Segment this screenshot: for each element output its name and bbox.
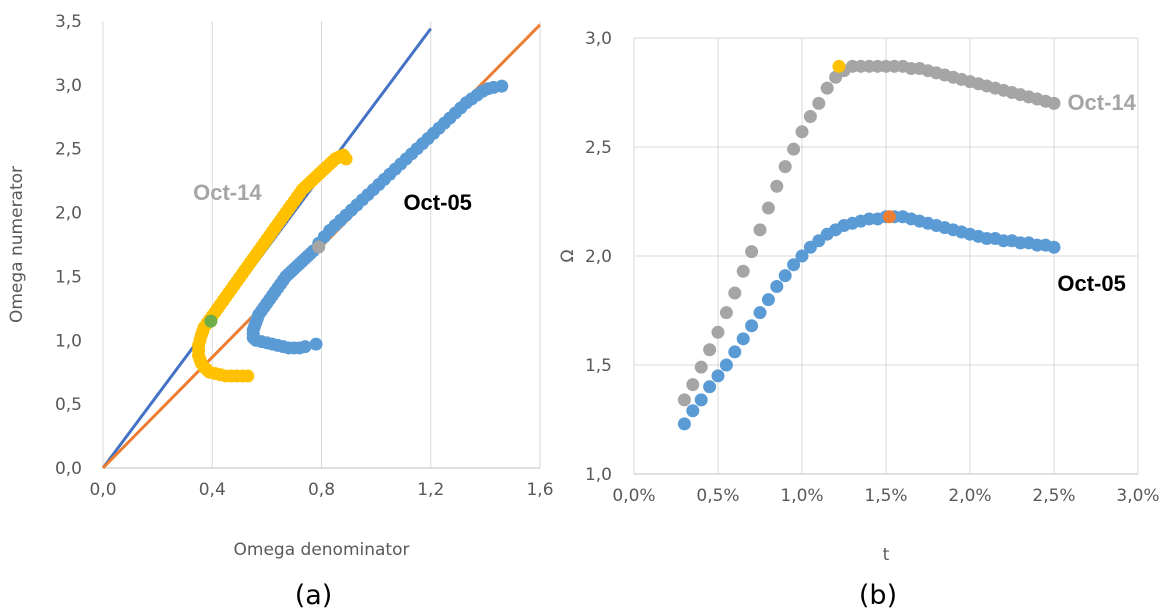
y-tick-label: 2,5 xyxy=(55,140,82,160)
y-tick-label: 2,5 xyxy=(585,138,612,158)
data-point xyxy=(820,81,834,95)
data-point xyxy=(686,378,700,392)
data-point xyxy=(753,223,767,237)
data-point xyxy=(795,249,809,263)
x-tick-label: 1,2 xyxy=(417,480,444,500)
x-tick-label: 0,4 xyxy=(199,480,226,500)
data-point xyxy=(753,306,767,320)
panel-label: (a) xyxy=(295,580,333,611)
x-tick-label: 1,5% xyxy=(864,486,907,506)
series-annotation: Oct-14 xyxy=(1067,90,1136,115)
y-tick-label: 1,0 xyxy=(585,465,612,485)
x-axis-title: t xyxy=(883,545,890,565)
series-annotation: Oct-14 xyxy=(193,180,262,205)
data-point xyxy=(694,393,708,407)
data-point xyxy=(711,325,725,339)
data-point xyxy=(736,332,750,346)
data-point xyxy=(711,369,725,383)
x-tick-label: 1,6 xyxy=(526,480,553,500)
y-tick-label: 0,5 xyxy=(55,395,82,415)
highlight-point xyxy=(882,210,896,224)
y-tick-label: 3,0 xyxy=(585,29,612,49)
data-point xyxy=(677,393,691,407)
highlight-point xyxy=(312,240,326,254)
data-point xyxy=(339,152,353,166)
y-tick-label: 0,0 xyxy=(55,459,82,479)
data-point xyxy=(778,269,792,283)
data-point xyxy=(728,345,742,359)
data-point xyxy=(778,160,792,174)
y-tick-label: 3,0 xyxy=(55,76,82,96)
data-point xyxy=(761,201,775,215)
highlight-point xyxy=(832,59,846,73)
x-tick-label: 3,0% xyxy=(1116,486,1159,506)
data-point xyxy=(703,343,717,357)
x-axis-title: Omega denominator xyxy=(234,540,410,560)
x-tick-label: 2,5% xyxy=(1032,486,1075,506)
x-tick-label: 0,0 xyxy=(89,480,116,500)
data-point xyxy=(787,258,801,272)
y-axis-title: Ω xyxy=(558,250,578,263)
x-tick-label: 0,0% xyxy=(612,486,655,506)
data-point xyxy=(1047,240,1061,254)
data-point xyxy=(761,293,775,307)
x-tick-label: 1,0% xyxy=(780,486,823,506)
data-point xyxy=(309,337,323,351)
y-tick-label: 2,0 xyxy=(55,204,82,224)
x-tick-label: 2,0% xyxy=(948,486,991,506)
y-tick-label: 1,5 xyxy=(585,356,612,376)
data-point xyxy=(686,404,700,418)
data-point xyxy=(719,306,733,320)
data-point xyxy=(703,380,717,394)
data-point xyxy=(787,142,801,156)
data-point xyxy=(795,125,809,139)
data-point xyxy=(803,109,817,123)
series-annotation: Oct-05 xyxy=(1057,271,1125,296)
data-point xyxy=(719,358,733,372)
data-point xyxy=(770,280,784,294)
y-tick-label: 3,5 xyxy=(55,12,82,32)
data-point xyxy=(745,245,759,259)
data-point xyxy=(495,79,509,93)
chart-panel-b: 0,0% 0,5% 1,0% 1,5% 2,0% 2,5% 3,0% 1,0 1,5 2,0 2,5… xyxy=(558,29,1160,611)
data-point xyxy=(745,319,759,333)
y-tick-label: 2,0 xyxy=(585,247,612,267)
y-tick-label: 1,5 xyxy=(55,267,82,287)
data-point xyxy=(694,360,708,374)
data-point xyxy=(1047,96,1061,110)
y-axis-title: Omega numerator xyxy=(7,166,27,323)
data-point xyxy=(770,179,784,193)
series-annotation: Oct-05 xyxy=(403,190,471,215)
highlight-point xyxy=(204,314,218,328)
x-tick-label: 0,8 xyxy=(308,480,335,500)
data-point xyxy=(677,417,691,431)
data-point xyxy=(736,264,750,278)
chart-panel-a: 0,0 0,4 0,8 1,2 1,6 0,0 0,5 1,0 1,5 2,0 2,5 3,0 3,5 O… xyxy=(7,12,554,611)
panel-label: (b) xyxy=(859,580,897,611)
data-point xyxy=(812,96,826,110)
x-tick-label: 0,5% xyxy=(696,486,739,506)
data-point xyxy=(728,286,742,300)
y-tick-label: 1,0 xyxy=(55,331,82,351)
